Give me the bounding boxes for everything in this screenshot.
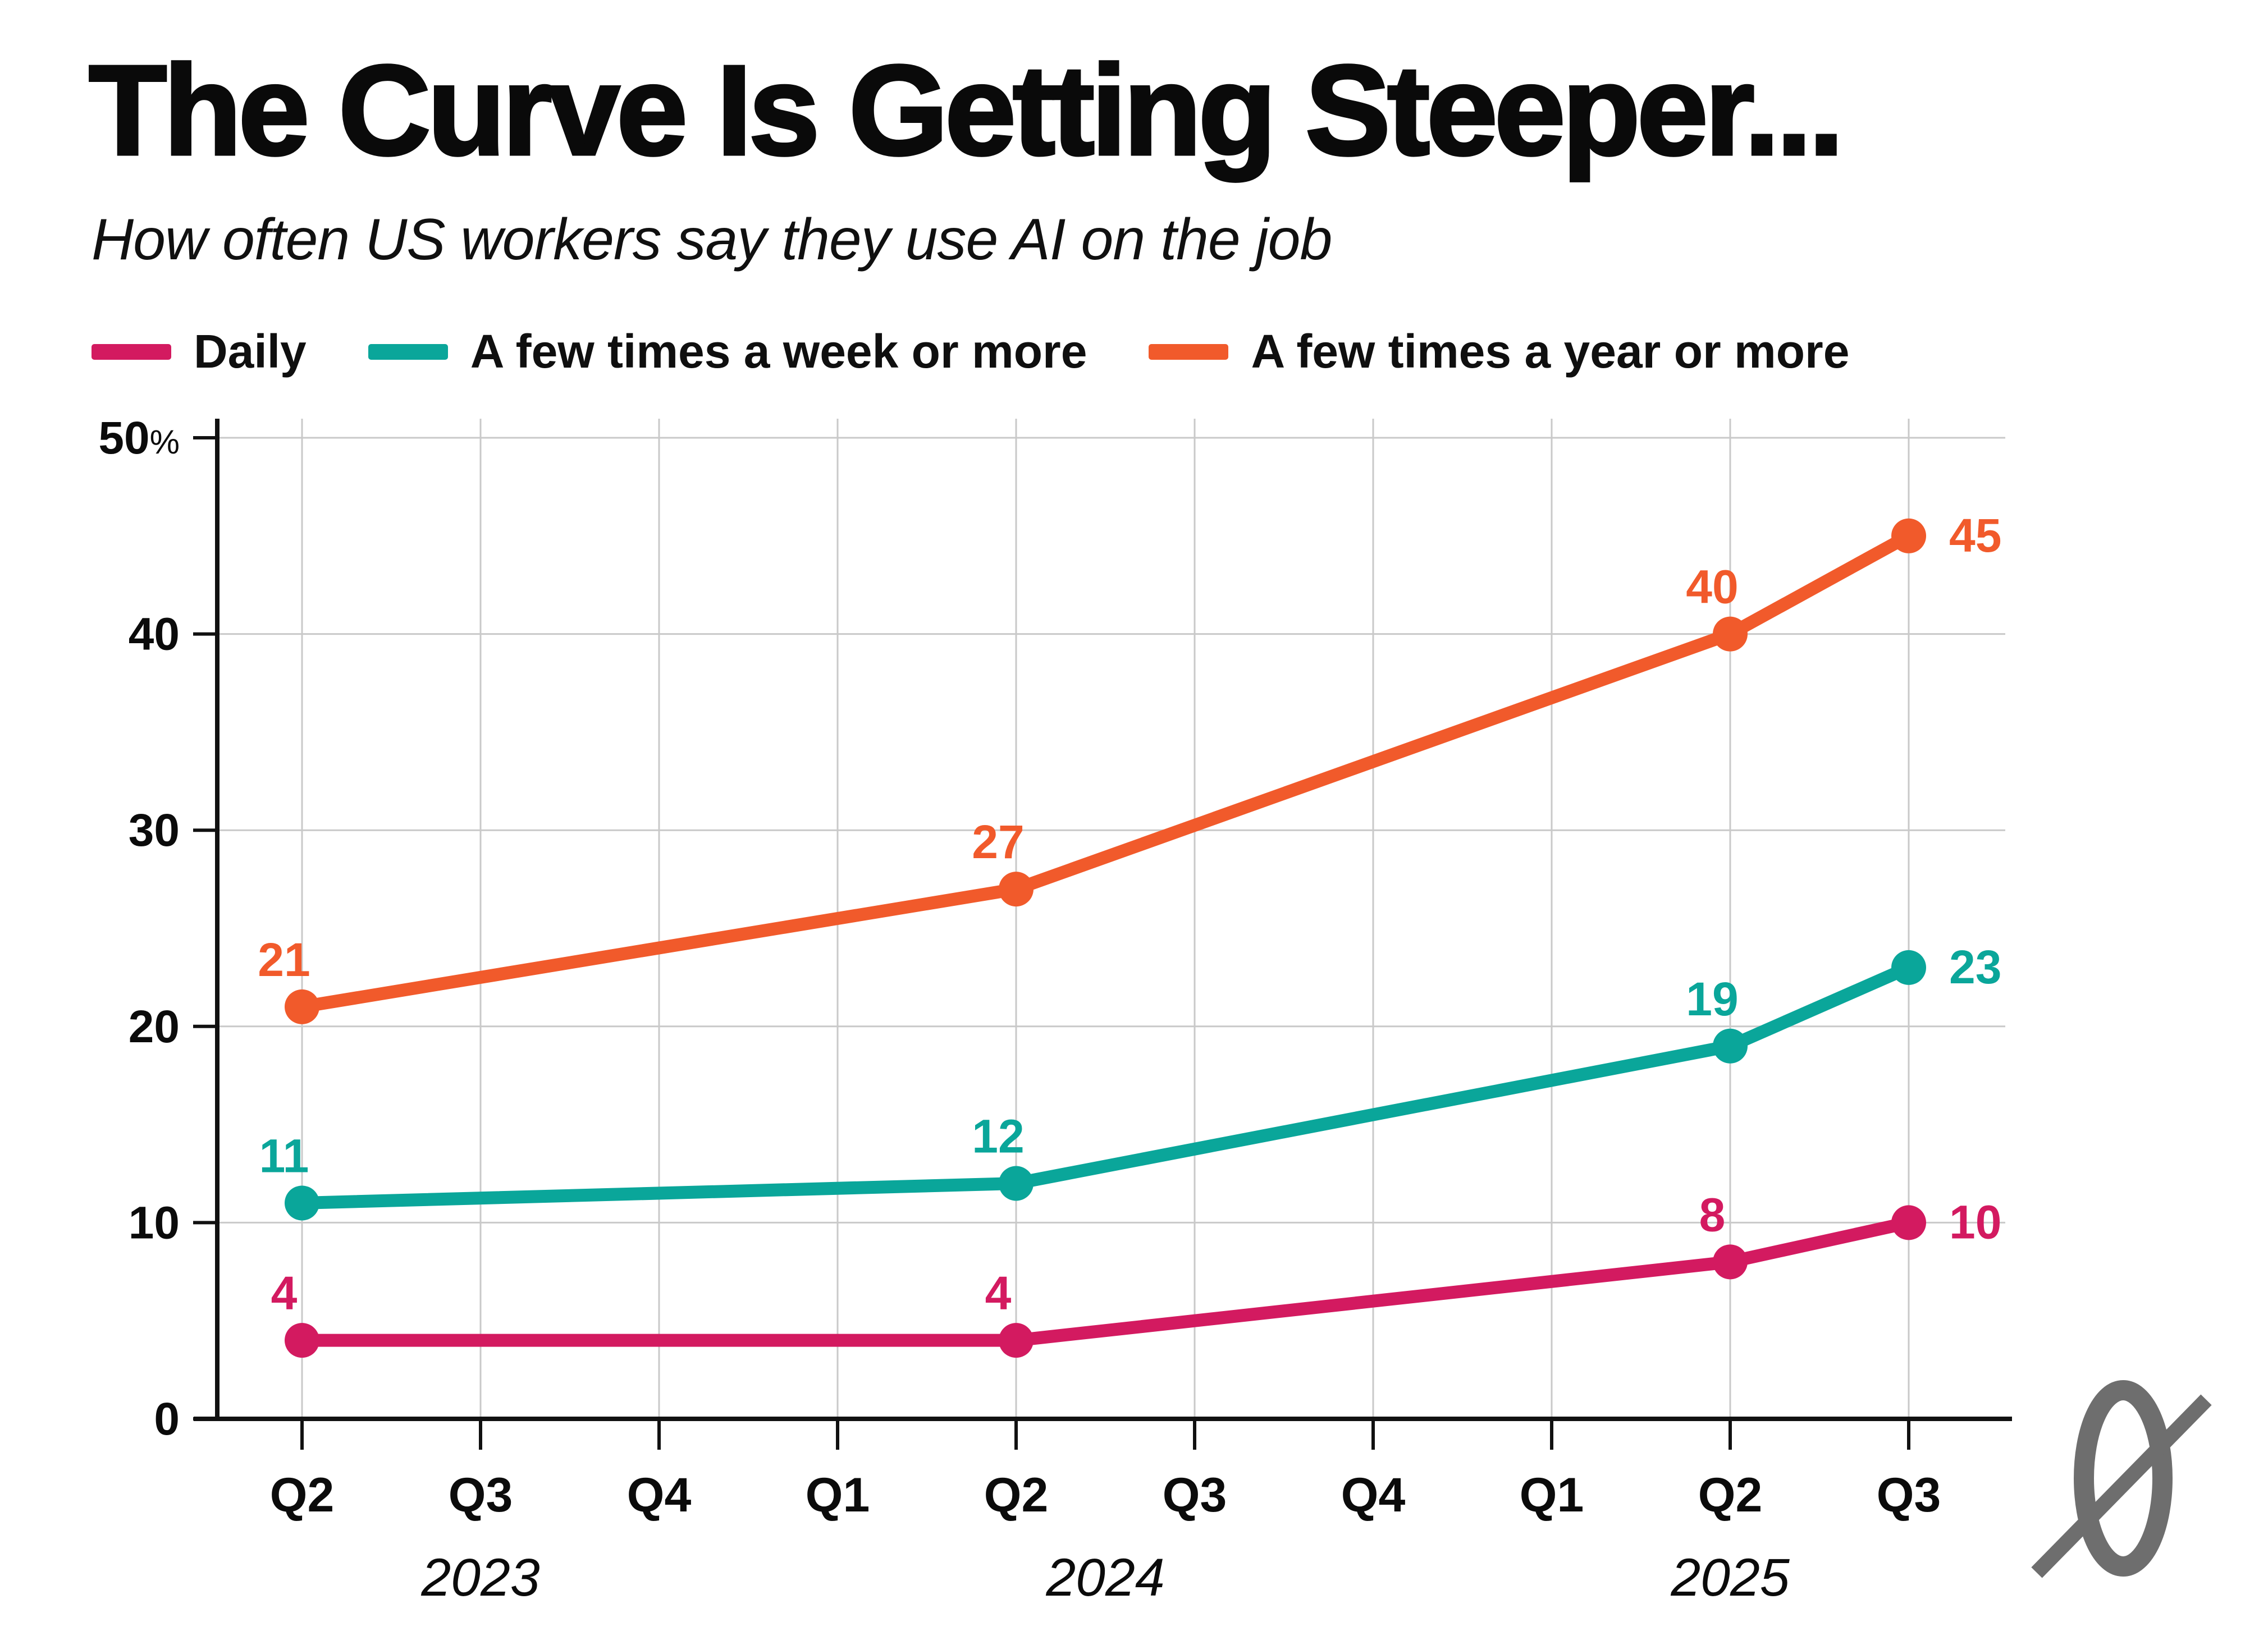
data-point bbox=[1891, 518, 1926, 553]
data-label: 21 bbox=[258, 933, 310, 986]
legend-swatch-yearly-icon bbox=[1149, 343, 1229, 360]
slashed-zero-logo-slash bbox=[2031, 1394, 2212, 1578]
data-point bbox=[1713, 616, 1748, 652]
legend-label: Daily bbox=[194, 325, 307, 378]
series-line bbox=[295, 1216, 1915, 1347]
x-tick-label: Q1 bbox=[1520, 1468, 1584, 1522]
data-point bbox=[999, 872, 1034, 907]
data-point bbox=[999, 1323, 1034, 1358]
data-point bbox=[285, 1323, 319, 1358]
year-label: 2024 bbox=[1045, 1548, 1164, 1607]
data-label: 45 bbox=[1949, 509, 2001, 562]
chart-subtitle: How often US workers say they use AI on … bbox=[92, 207, 1332, 272]
data-label: 12 bbox=[972, 1110, 1024, 1162]
x-tick-label: Q3 bbox=[449, 1468, 513, 1522]
x-tick-label: Q2 bbox=[1698, 1468, 1763, 1522]
series-line bbox=[295, 529, 1915, 1014]
y-tick-label: 10 bbox=[129, 1197, 180, 1248]
x-tick-label: Q3 bbox=[1163, 1468, 1227, 1522]
data-label: 27 bbox=[972, 816, 1024, 868]
data-label: 8 bbox=[1699, 1188, 1726, 1241]
data-label: 4 bbox=[271, 1267, 298, 1320]
y-tick-label: 20 bbox=[129, 1001, 180, 1052]
legend: Daily A few times a week or more A few t… bbox=[92, 324, 1849, 379]
x-tick-label: Q4 bbox=[1341, 1468, 1406, 1522]
data-label: 4 bbox=[985, 1267, 1012, 1320]
y-tick-label: 0 bbox=[154, 1394, 180, 1445]
y-tick-label: 40 bbox=[129, 609, 180, 660]
year-label: 2025 bbox=[1670, 1548, 1790, 1607]
data-point bbox=[1891, 1205, 1926, 1240]
x-tick-label: Q3 bbox=[1877, 1468, 1941, 1522]
data-point bbox=[999, 1166, 1034, 1201]
x-tick-label: Q2 bbox=[270, 1468, 335, 1522]
x-tick-label: Q4 bbox=[627, 1468, 692, 1522]
page-title: The Curve Is Getting Steeper... bbox=[88, 39, 1846, 182]
y-tick-label: 50% bbox=[98, 413, 180, 464]
data-point bbox=[1713, 1028, 1748, 1064]
x-tick-label: Q1 bbox=[806, 1468, 870, 1522]
data-point bbox=[1891, 950, 1926, 985]
legend-label: A few times a week or more bbox=[470, 325, 1087, 378]
slashed-zero-logo bbox=[2074, 1380, 2173, 1577]
legend-item-weekly: A few times a week or more bbox=[368, 324, 1087, 379]
year-label: 2023 bbox=[420, 1548, 539, 1607]
series-line bbox=[295, 961, 1915, 1209]
data-point bbox=[285, 989, 319, 1024]
legend-item-yearly: A few times a year or more bbox=[1149, 324, 1849, 379]
data-label: 11 bbox=[259, 1129, 309, 1182]
x-tick-label: Q2 bbox=[984, 1468, 1049, 1522]
legend-swatch-weekly-icon bbox=[368, 343, 448, 360]
legend-label: A few times a year or more bbox=[1251, 325, 1850, 378]
data-point bbox=[1713, 1244, 1748, 1280]
y-tick-label: 30 bbox=[129, 805, 180, 856]
legend-swatch-daily-icon bbox=[92, 343, 171, 360]
data-label: 19 bbox=[1686, 973, 1738, 1025]
data-label: 40 bbox=[1686, 561, 1738, 613]
data-point bbox=[285, 1185, 319, 1221]
data-label: 10 bbox=[1949, 1195, 2001, 1248]
data-label: 23 bbox=[1949, 941, 2001, 993]
legend-item-daily: Daily bbox=[92, 324, 307, 379]
